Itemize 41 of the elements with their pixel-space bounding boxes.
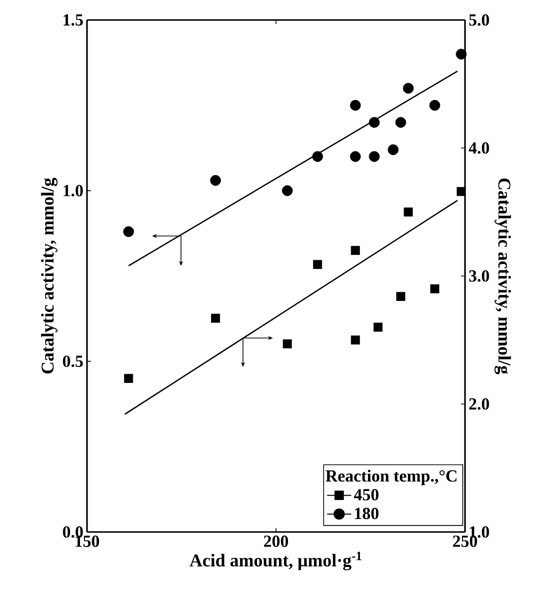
- point: [211, 314, 220, 323]
- point: [456, 187, 466, 196]
- point: [350, 100, 361, 111]
- point: [368, 117, 380, 128]
- y-tick-label: 1.5: [64, 14, 83, 26]
- point: [429, 100, 440, 111]
- y2-tick-label: 1.0: [470, 526, 490, 538]
- legend-title: Reaction temp.,°C: [326, 470, 456, 486]
- point: [430, 284, 440, 294]
- legend-label: 180: [355, 508, 378, 520]
- point: [374, 322, 383, 332]
- y2-tick-label: 4.0: [468, 142, 490, 154]
- x-tick-label: 200: [264, 536, 288, 547]
- y2-axis-title: Catalytic activity, mmol/g: [494, 178, 511, 374]
- y2-tick-label: 5.0: [469, 14, 490, 26]
- point: [388, 144, 399, 156]
- y2-tick-label: 2.0: [469, 398, 490, 410]
- point: [350, 151, 361, 162]
- point: [282, 185, 293, 196]
- point: [123, 226, 134, 238]
- point: [404, 208, 413, 216]
- point: [312, 151, 323, 162]
- point: [313, 260, 322, 269]
- point: [210, 175, 221, 186]
- legend-label: 450: [354, 488, 378, 500]
- x-axis-title: Acid amount, μmol·g$^{-1}$: [190, 552, 362, 570]
- y-tick-label: 0.5: [62, 356, 83, 368]
- point: [350, 336, 360, 344]
- point: [402, 82, 414, 94]
- point: [350, 246, 360, 255]
- point: [396, 292, 406, 301]
- y-tick-label: 0.0: [62, 526, 83, 538]
- x-tick-label: 150: [76, 536, 100, 547]
- x-tick-label: 250: [453, 536, 478, 547]
- point: [368, 151, 380, 162]
- point: [395, 117, 406, 128]
- point: [124, 374, 134, 383]
- y-axis-title: Catalytic activity, mmol/g: [41, 178, 58, 374]
- point: [282, 339, 292, 348]
- y-tick-label: 1.0: [64, 184, 83, 196]
- y2-tick-label: 3.0: [469, 270, 490, 282]
